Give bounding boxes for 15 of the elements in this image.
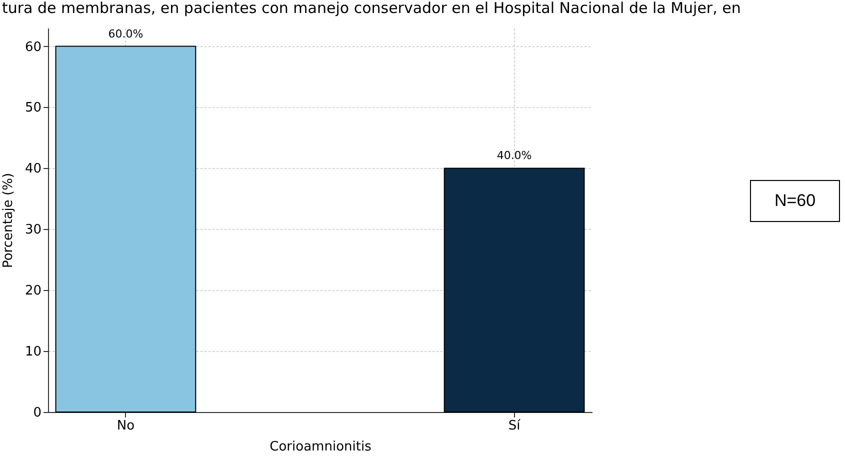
- x-tick-label: Sí: [508, 418, 521, 434]
- y-tick-label: 0: [33, 406, 42, 420]
- data-label: 60.0%: [108, 27, 144, 40]
- y-tick-label: 10: [24, 344, 42, 360]
- y-tick-label: 40: [24, 162, 42, 177]
- data-label: 40.0%: [496, 149, 532, 162]
- text: N=60: [750, 180, 840, 222]
- x-tick-label: No: [116, 418, 135, 434]
- y-tick-label: 20: [24, 284, 42, 299]
- y-axis-title: Porcentaje (%): [0, 172, 16, 268]
- y-tick-label: 30: [24, 222, 42, 238]
- y-tick-label: 60: [24, 40, 42, 55]
- y-tick-label: 50: [24, 100, 42, 116]
- x-axis-title: Corioamnionitis: [270, 440, 372, 454]
- chart-title: tura de membranas, en pacientes con manejo conservador en el Hospital Nacional de la Mujer, en: [2, 0, 741, 17]
